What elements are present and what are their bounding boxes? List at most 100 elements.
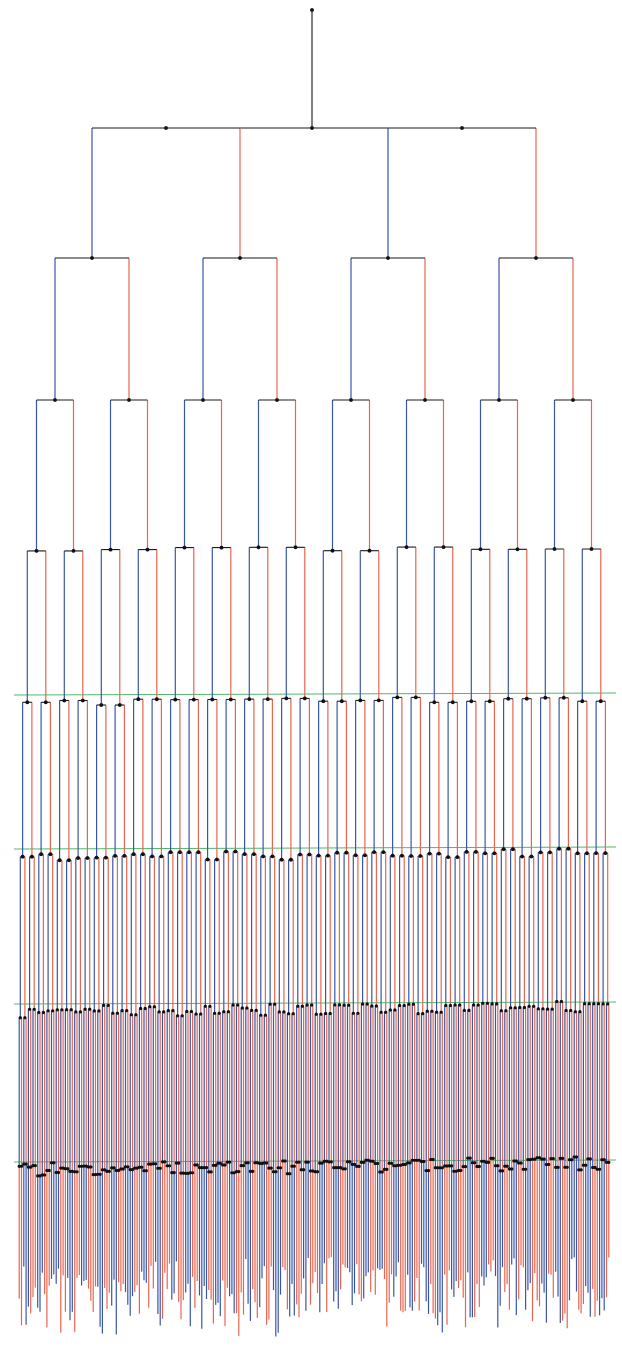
tree-node: [230, 1171, 234, 1175]
tree-node: [380, 1170, 384, 1174]
tree-node: [19, 1164, 24, 1168]
tree-node: [415, 1158, 419, 1162]
tree-node: [179, 1171, 183, 1175]
tree-node: [432, 700, 437, 705]
tree-node: [348, 1160, 352, 1164]
tree-node: [144, 1169, 148, 1173]
tree-node: [182, 545, 187, 550]
tree-node: [221, 1163, 225, 1167]
tree-node: [604, 1160, 609, 1164]
tree-node: [492, 851, 497, 856]
tree-node: [595, 1167, 599, 1171]
tree-node: [474, 850, 478, 854]
tree-node: [17, 1164, 21, 1168]
tree-node: [40, 1173, 44, 1177]
tree-node: [100, 1168, 104, 1172]
tree-node: [472, 1003, 476, 1007]
tree-node: [310, 8, 314, 12]
tree-node: [115, 1011, 119, 1015]
tree-node: [574, 1155, 579, 1159]
tree-node: [130, 1168, 135, 1172]
tree-node: [205, 857, 210, 862]
tree-node: [585, 851, 589, 856]
tree-node: [396, 1163, 400, 1167]
tree-node: [495, 1002, 499, 1006]
tree-node: [46, 1009, 50, 1013]
tree-node: [579, 1168, 583, 1172]
tree-node: [163, 1160, 167, 1164]
tree-node: [43, 700, 48, 705]
tree-node: [598, 1167, 602, 1171]
tree-node: [347, 1003, 351, 1007]
tree-node: [270, 854, 275, 859]
tree-node: [361, 1002, 365, 1006]
tree-node: [262, 1161, 266, 1165]
tree-node: [104, 855, 108, 860]
tree-node: [167, 1164, 172, 1168]
tree-node: [51, 1009, 55, 1013]
tree-node: [385, 1167, 389, 1171]
tree-node: [119, 1167, 123, 1171]
tree-node: [70, 1169, 74, 1173]
tree-node: [150, 854, 155, 859]
tree-node: [543, 695, 548, 700]
tree-node: [242, 852, 247, 856]
tree-node: [194, 1012, 198, 1016]
tree-node: [581, 1163, 586, 1167]
tree-node: [408, 1161, 412, 1165]
tree-node: [310, 126, 314, 130]
tree-node: [534, 256, 538, 260]
tree-node: [407, 1002, 411, 1006]
tree-node: [521, 1167, 525, 1171]
tree-node: [193, 1163, 197, 1167]
tree-node: [322, 1159, 326, 1163]
tree-node: [296, 1004, 300, 1008]
tree-node: [363, 853, 367, 858]
tree-node: [603, 851, 608, 855]
tree-node: [22, 1162, 26, 1166]
tree-node: [439, 1010, 443, 1014]
tree-node: [349, 398, 353, 402]
tree-node: [228, 697, 233, 702]
tree-node: [558, 1156, 562, 1160]
tree-node: [337, 1003, 341, 1007]
tree-node: [23, 1016, 27, 1020]
tree-node: [71, 549, 76, 553]
tree-node: [237, 1170, 241, 1174]
tree-node: [136, 697, 141, 702]
tree-node: [292, 1164, 296, 1168]
tree-node: [76, 856, 80, 860]
tree-node: [265, 1161, 269, 1165]
tree-node: [282, 1010, 286, 1014]
tree-node: [20, 854, 25, 859]
tree-node: [507, 1167, 511, 1171]
tree-edges: [18, 10, 610, 1337]
tree-node: [350, 1162, 354, 1166]
tree-node: [529, 854, 534, 859]
tree-node: [28, 1007, 32, 1011]
tree-node: [311, 1169, 315, 1173]
tree-node: [156, 1166, 160, 1170]
tree-node: [141, 852, 145, 857]
tree-node: [191, 1171, 195, 1175]
tree-node: [269, 1166, 273, 1170]
tree-node: [110, 1166, 114, 1170]
tree-node: [592, 1002, 596, 1006]
tree-node: [403, 1162, 407, 1167]
tree-node: [291, 1012, 295, 1016]
tree-node: [219, 545, 224, 550]
tree-node: [233, 849, 238, 854]
tree-node: [443, 1164, 447, 1168]
tree-node: [404, 545, 409, 549]
tree-node: [459, 1168, 463, 1173]
tree-node: [47, 1168, 51, 1173]
tree-node: [252, 852, 256, 856]
tree-node: [514, 1159, 518, 1163]
tree-node: [466, 1156, 470, 1160]
tree-node: [204, 1166, 209, 1170]
tree-node: [117, 703, 122, 707]
tree-node: [485, 1001, 489, 1005]
tree-node: [126, 1165, 130, 1169]
tree-node: [251, 1169, 255, 1173]
tree-node: [423, 398, 427, 402]
